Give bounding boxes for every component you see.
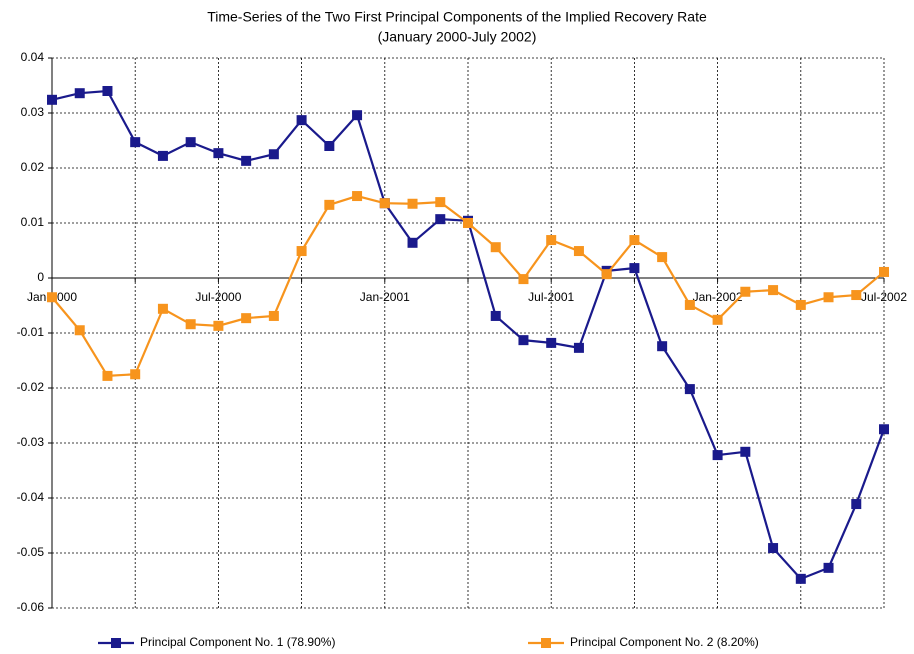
marker bbox=[324, 141, 335, 151]
marker bbox=[74, 325, 85, 336]
marker bbox=[185, 319, 196, 330]
marker bbox=[47, 292, 57, 303]
y-tick-label: -0.01 bbox=[17, 325, 45, 339]
y-tick-label: 0.01 bbox=[21, 215, 45, 229]
marker bbox=[712, 450, 723, 461]
marker bbox=[241, 313, 252, 324]
y-tick-label: 0.02 bbox=[21, 160, 45, 174]
marker bbox=[268, 149, 279, 160]
y-tick-label: -0.04 bbox=[17, 490, 45, 504]
marker bbox=[463, 218, 473, 228]
x-tick-label: Jul-2001 bbox=[528, 290, 574, 304]
marker bbox=[768, 543, 779, 554]
marker bbox=[213, 148, 224, 159]
marker bbox=[296, 115, 307, 126]
marker bbox=[851, 290, 862, 301]
marker bbox=[74, 88, 85, 99]
marker bbox=[879, 266, 889, 277]
y-tick-label: -0.06 bbox=[17, 600, 45, 614]
marker bbox=[823, 292, 834, 303]
x-tick-label: Jul-2002 bbox=[861, 290, 907, 304]
marker bbox=[47, 94, 57, 105]
marker bbox=[407, 198, 418, 209]
marker bbox=[102, 86, 113, 96]
marker bbox=[712, 314, 723, 325]
marker bbox=[740, 446, 751, 457]
marker bbox=[490, 310, 501, 321]
marker bbox=[185, 137, 196, 148]
legend-marker bbox=[541, 638, 551, 648]
marker bbox=[157, 303, 168, 314]
y-tick-label: 0 bbox=[37, 270, 44, 284]
chart-title: Time-Series of the Two First Principal C… bbox=[207, 9, 707, 25]
marker bbox=[518, 335, 529, 346]
marker bbox=[823, 562, 834, 573]
marker bbox=[241, 155, 252, 166]
marker bbox=[518, 274, 529, 285]
marker bbox=[657, 252, 668, 263]
marker bbox=[879, 424, 889, 435]
marker bbox=[629, 263, 640, 274]
marker bbox=[684, 299, 695, 310]
y-tick-label: -0.05 bbox=[17, 545, 45, 559]
marker bbox=[130, 137, 141, 148]
marker bbox=[573, 246, 584, 257]
legend-label: Principal Component No. 2 (8.20%) bbox=[570, 635, 759, 649]
marker bbox=[546, 337, 557, 348]
marker bbox=[601, 269, 612, 280]
chart-subtitle: (January 2000-July 2002) bbox=[378, 29, 537, 45]
marker bbox=[352, 110, 363, 121]
marker bbox=[546, 235, 557, 246]
marker bbox=[407, 237, 418, 248]
marker bbox=[157, 150, 168, 161]
marker bbox=[573, 342, 584, 353]
x-tick-label: Jan-2002 bbox=[693, 290, 743, 304]
y-tick-label: -0.03 bbox=[17, 435, 45, 449]
legend-label: Principal Component No. 1 (78.90%) bbox=[140, 635, 335, 649]
marker bbox=[795, 573, 806, 584]
marker bbox=[740, 286, 751, 297]
marker bbox=[435, 214, 446, 225]
marker bbox=[657, 341, 668, 352]
marker bbox=[213, 320, 224, 331]
legend-marker bbox=[111, 638, 121, 648]
marker bbox=[268, 310, 279, 321]
marker bbox=[102, 370, 113, 381]
marker bbox=[352, 191, 363, 202]
marker bbox=[130, 369, 141, 380]
marker bbox=[379, 198, 390, 209]
marker bbox=[435, 197, 446, 208]
marker bbox=[629, 235, 640, 246]
marker bbox=[768, 285, 779, 296]
marker bbox=[795, 299, 806, 310]
x-tick-label: Jul-2000 bbox=[195, 290, 241, 304]
y-tick-label: 0.04 bbox=[21, 50, 45, 64]
marker bbox=[490, 242, 501, 253]
marker bbox=[851, 499, 862, 510]
marker bbox=[296, 246, 307, 257]
marker bbox=[684, 384, 695, 395]
marker bbox=[324, 199, 335, 210]
y-tick-label: 0.03 bbox=[21, 105, 45, 119]
x-tick-label: Jan-2001 bbox=[360, 290, 410, 304]
y-tick-label: -0.02 bbox=[17, 380, 45, 394]
